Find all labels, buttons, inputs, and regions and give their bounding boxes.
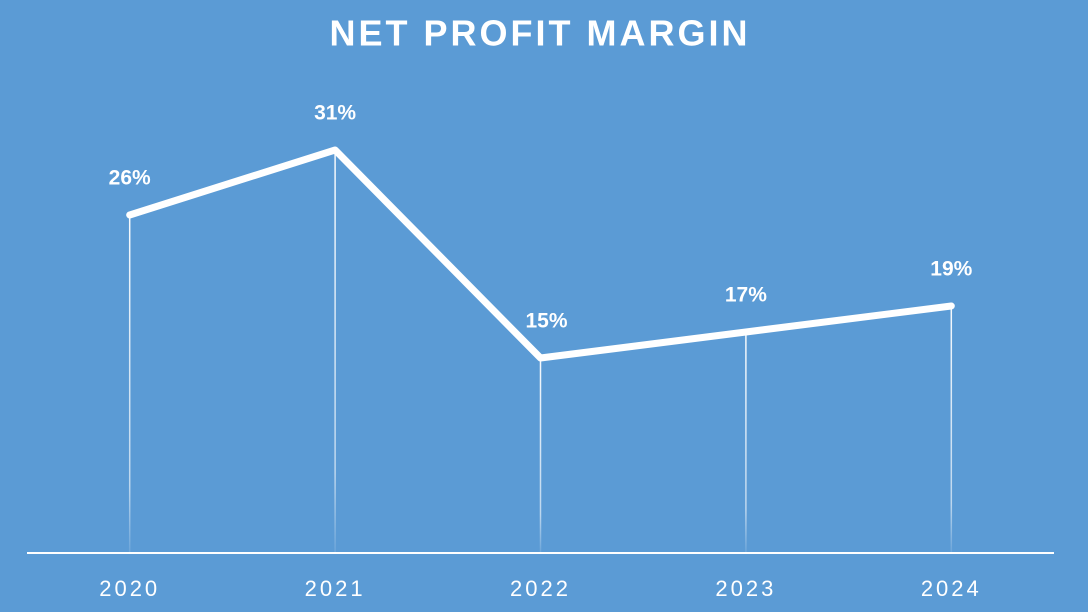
value-label: 17% [725, 284, 767, 307]
x-tick-label: 2021 [305, 576, 366, 601]
x-tick-label: 2023 [715, 576, 776, 601]
x-tick-label: 2022 [510, 576, 571, 601]
value-label: 15% [525, 310, 567, 333]
x-tick-label: 2020 [99, 576, 160, 601]
value-label: 31% [314, 102, 356, 125]
value-label: 19% [930, 258, 972, 281]
x-tick-label: 2024 [921, 576, 982, 601]
data-line [126, 146, 955, 362]
value-label: 26% [109, 167, 151, 190]
chart-title: NET PROFIT MARGIN [330, 13, 751, 54]
